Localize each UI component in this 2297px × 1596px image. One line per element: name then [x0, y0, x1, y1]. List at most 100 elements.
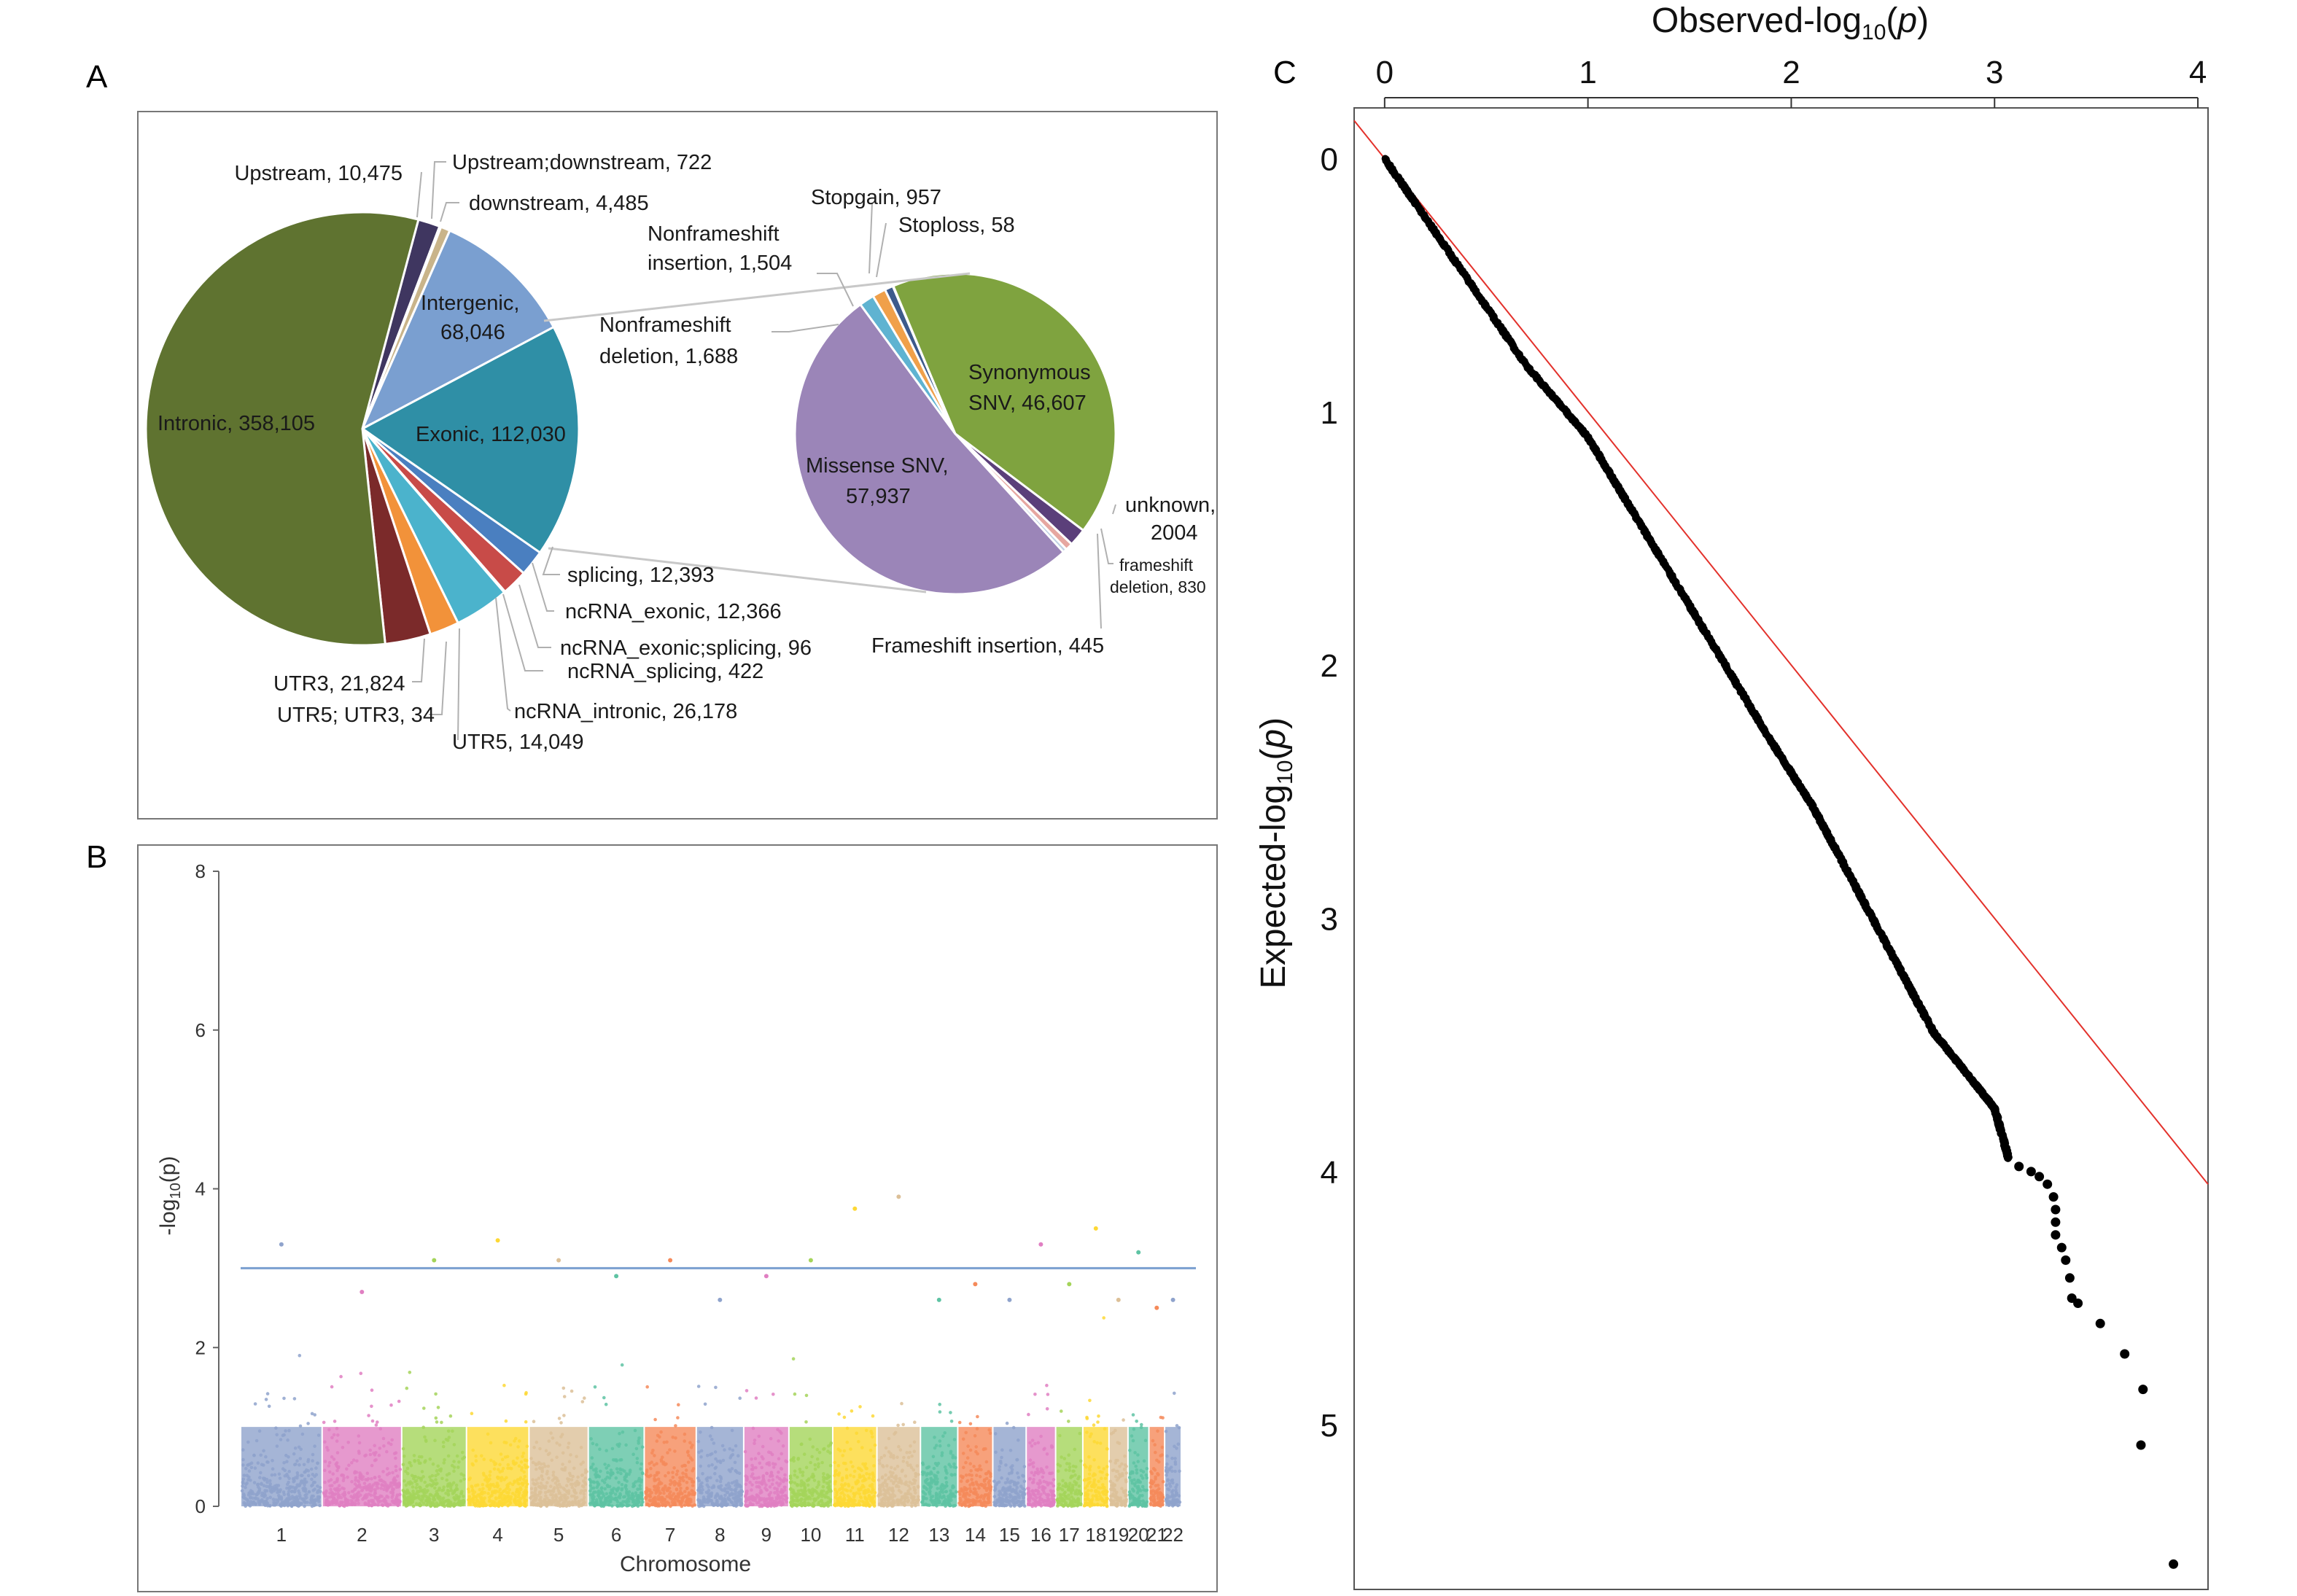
- chromosome-label-17: 17: [1059, 1524, 1080, 1546]
- snp-point: [282, 1396, 286, 1401]
- chromosome-8-peak: [718, 1297, 723, 1302]
- panel-label-c: C: [1273, 55, 1297, 90]
- chromosome-18-peak: [1093, 1226, 1098, 1231]
- snp-point: [570, 1389, 574, 1393]
- snp-point: [1045, 1407, 1049, 1411]
- snp-point: [1092, 1423, 1096, 1427]
- x-tick-label-0: 0: [1376, 55, 1394, 90]
- chromosome-label-10: 10: [800, 1524, 821, 1546]
- snp-point: [562, 1395, 567, 1398]
- leader-line: [817, 273, 854, 307]
- snp-point: [772, 1393, 775, 1396]
- snp-point: [714, 1385, 718, 1390]
- y-axis-title-sub: 10: [168, 1183, 184, 1199]
- chromosome-3-points: [401, 1258, 467, 1509]
- snp-point: [1159, 1415, 1163, 1420]
- snp-point: [913, 1420, 917, 1424]
- snp-point: [871, 1414, 875, 1418]
- pie-label-unknown-2004: unknown,: [1125, 494, 1216, 517]
- pie-label-intronic-358-105: Intronic, 358,105: [158, 412, 315, 435]
- pie-label-stoploss-58: Stoploss, 58: [898, 214, 1015, 237]
- chromosome-7-peak: [668, 1258, 673, 1263]
- pie-label-utr5-14-049: UTR5, 14,049: [452, 731, 584, 754]
- chromosome-20-peak: [1136, 1250, 1141, 1255]
- snp-point: [1135, 1420, 1138, 1423]
- chromosome-12-peak: [896, 1194, 901, 1199]
- snp-point: [957, 1420, 962, 1425]
- snp-point: [1122, 1418, 1125, 1422]
- chromosome-1-band: [241, 1427, 322, 1506]
- pie-label-ncrna-exonic-splicing-96: ncRNA_exonic;splicing, 96: [560, 637, 812, 660]
- x-axis-title: Observed-log10(p): [1652, 1, 1929, 44]
- snp-point: [524, 1420, 528, 1424]
- chromosome-label-19: 19: [1108, 1524, 1129, 1546]
- chromosome-15-peak: [1007, 1297, 1012, 1302]
- pie-label-splicing-12-393: splicing, 12,393: [567, 564, 715, 587]
- leader-line: [868, 202, 873, 274]
- snp-point: [292, 1397, 297, 1401]
- snp-point: [298, 1353, 302, 1358]
- pie-label-unknown-2004-line2: 2004: [1151, 521, 1198, 545]
- qq-plot: 0 1 2 3 4012345Observed-log10(p)Expected-log…: [1254, 1, 2209, 1590]
- snp-point: [850, 1409, 854, 1413]
- snp-point: [376, 1420, 379, 1424]
- chromosome-1-points: [240, 1242, 322, 1509]
- chromosome-label-4: 4: [492, 1524, 502, 1546]
- leader-line: [1097, 533, 1102, 629]
- snp-point: [434, 1416, 438, 1420]
- snp-point: [804, 1393, 809, 1398]
- x-axis-title-open: (: [1886, 1, 1897, 40]
- snp-point: [448, 1414, 453, 1418]
- chromosome-2-peak: [359, 1290, 365, 1294]
- chromosome-label-9: 9: [761, 1524, 772, 1546]
- pie-label-nonframeshift-deletion-1-688-line2: deletion, 1,688: [599, 345, 738, 368]
- chromosome-label-6: 6: [611, 1524, 621, 1546]
- pie-label-frameshift-deletion-830: frameshift: [1119, 556, 1194, 575]
- pie-label-synonymous-snv-46-607-line2: SNV, 46,607: [968, 392, 1087, 415]
- chromosome-label-13: 13: [928, 1524, 949, 1546]
- snp-point: [976, 1414, 979, 1419]
- chromosome-label-5: 5: [553, 1524, 564, 1546]
- pie-connector-bottom: [548, 547, 927, 593]
- snp-point: [367, 1414, 370, 1417]
- chromosome-4-peak: [495, 1238, 500, 1243]
- chromosome-14-peak: [973, 1282, 978, 1287]
- leader-line: [429, 641, 447, 715]
- y-tick-label-4: 4: [1321, 1155, 1338, 1191]
- snp-point: [1097, 1414, 1100, 1418]
- x-tick-label-4: 4: [2189, 55, 2207, 90]
- y-axis-title-suffix: p: [1254, 729, 1293, 750]
- chromosome-5-peak: [556, 1258, 561, 1263]
- snp-point: [557, 1417, 561, 1420]
- snp-point: [837, 1412, 841, 1416]
- pie-leader-lines: [412, 161, 1116, 741]
- snp-point: [561, 1386, 566, 1390]
- pie-slice-missense-snv-57-937: [793, 303, 1065, 596]
- x-axis-title-close: ): [1917, 1, 1929, 40]
- x-tick-label-1: 1: [1579, 55, 1596, 90]
- snp-point: [754, 1396, 758, 1400]
- snp-point: [580, 1400, 585, 1404]
- pie-label-ncrna-splicing-422: ncRNA_splicing, 422: [567, 660, 763, 683]
- y-tick-label-2: 2: [195, 1336, 206, 1358]
- snp-point: [359, 1371, 363, 1375]
- pie-label-synonymous-snv-46-607: Synonymous: [968, 361, 1091, 384]
- snp-point: [645, 1385, 649, 1389]
- chromosome-4-points: [467, 1238, 529, 1509]
- pie-label-ncrna-intronic-26-178: ncRNA_intronic, 26,178: [514, 700, 737, 723]
- y-axis-title-close: ): [1254, 717, 1293, 729]
- chromosome-label-18: 18: [1085, 1524, 1106, 1546]
- chromosome-13-peak: [936, 1297, 941, 1302]
- chromosome-3-peak: [432, 1258, 437, 1263]
- y-tick-label-0: 0: [1321, 141, 1338, 177]
- chromosome-label-3: 3: [429, 1524, 439, 1546]
- x-tick-label-2: 2: [1782, 55, 1800, 90]
- x-tick-label-3: 3: [1986, 55, 2003, 90]
- leader-line: [412, 638, 425, 682]
- chromosome-21-peak: [1154, 1305, 1159, 1310]
- chromosome-10-peak: [808, 1258, 813, 1263]
- snp-point: [674, 1424, 677, 1428]
- leader-line: [876, 222, 887, 278]
- chromosome-label-14: 14: [965, 1524, 986, 1546]
